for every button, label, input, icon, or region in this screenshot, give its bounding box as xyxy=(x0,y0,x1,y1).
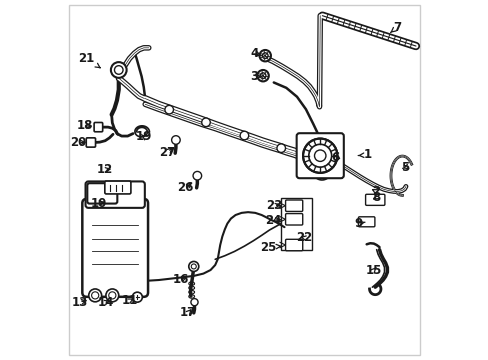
Circle shape xyxy=(108,292,116,299)
Circle shape xyxy=(111,62,126,78)
FancyBboxPatch shape xyxy=(104,181,131,194)
Text: 4: 4 xyxy=(250,47,261,60)
Circle shape xyxy=(262,53,267,59)
Text: 9: 9 xyxy=(353,217,364,230)
FancyBboxPatch shape xyxy=(358,217,374,227)
Text: 12: 12 xyxy=(96,163,112,176)
Text: 5: 5 xyxy=(400,161,408,174)
Text: 3: 3 xyxy=(250,70,261,83)
Text: 17: 17 xyxy=(180,306,196,319)
Circle shape xyxy=(202,118,210,127)
Circle shape xyxy=(240,131,248,140)
Circle shape xyxy=(303,139,337,173)
Text: 2: 2 xyxy=(371,185,379,198)
Text: 6: 6 xyxy=(331,151,339,165)
Circle shape xyxy=(257,70,268,81)
Text: 11: 11 xyxy=(121,294,137,307)
Text: 1: 1 xyxy=(357,148,371,162)
Text: 25: 25 xyxy=(260,240,280,254)
Circle shape xyxy=(88,289,102,302)
FancyBboxPatch shape xyxy=(82,199,148,297)
FancyBboxPatch shape xyxy=(94,122,102,132)
Circle shape xyxy=(164,105,173,114)
FancyBboxPatch shape xyxy=(285,239,302,251)
Text: 24: 24 xyxy=(265,213,282,226)
Text: 22: 22 xyxy=(296,231,312,244)
Circle shape xyxy=(171,136,180,144)
Text: 13: 13 xyxy=(72,296,88,309)
Text: 18: 18 xyxy=(76,119,92,132)
FancyBboxPatch shape xyxy=(86,138,95,147)
FancyBboxPatch shape xyxy=(296,133,343,178)
Circle shape xyxy=(132,292,142,302)
FancyBboxPatch shape xyxy=(87,183,117,203)
Text: 14: 14 xyxy=(98,296,114,309)
FancyBboxPatch shape xyxy=(85,181,144,208)
Text: 7: 7 xyxy=(390,21,401,33)
Text: 16: 16 xyxy=(172,273,189,286)
Circle shape xyxy=(193,171,201,180)
Circle shape xyxy=(106,289,119,302)
Text: 19: 19 xyxy=(135,130,152,143)
Circle shape xyxy=(190,298,198,306)
Text: 23: 23 xyxy=(265,199,282,212)
Bar xyxy=(281,198,312,249)
Text: 20: 20 xyxy=(70,136,86,149)
Circle shape xyxy=(276,144,285,152)
Text: 8: 8 xyxy=(372,191,380,204)
FancyBboxPatch shape xyxy=(285,213,302,225)
Circle shape xyxy=(114,66,123,74)
Text: 15: 15 xyxy=(365,264,381,276)
Text: 10: 10 xyxy=(90,197,107,210)
Text: 21: 21 xyxy=(78,52,100,68)
Circle shape xyxy=(188,261,198,271)
Text: 27: 27 xyxy=(159,146,176,159)
Circle shape xyxy=(91,292,99,299)
FancyBboxPatch shape xyxy=(365,194,384,205)
Circle shape xyxy=(260,73,265,78)
FancyBboxPatch shape xyxy=(285,200,302,211)
Text: 26: 26 xyxy=(177,181,193,194)
Circle shape xyxy=(259,50,270,62)
